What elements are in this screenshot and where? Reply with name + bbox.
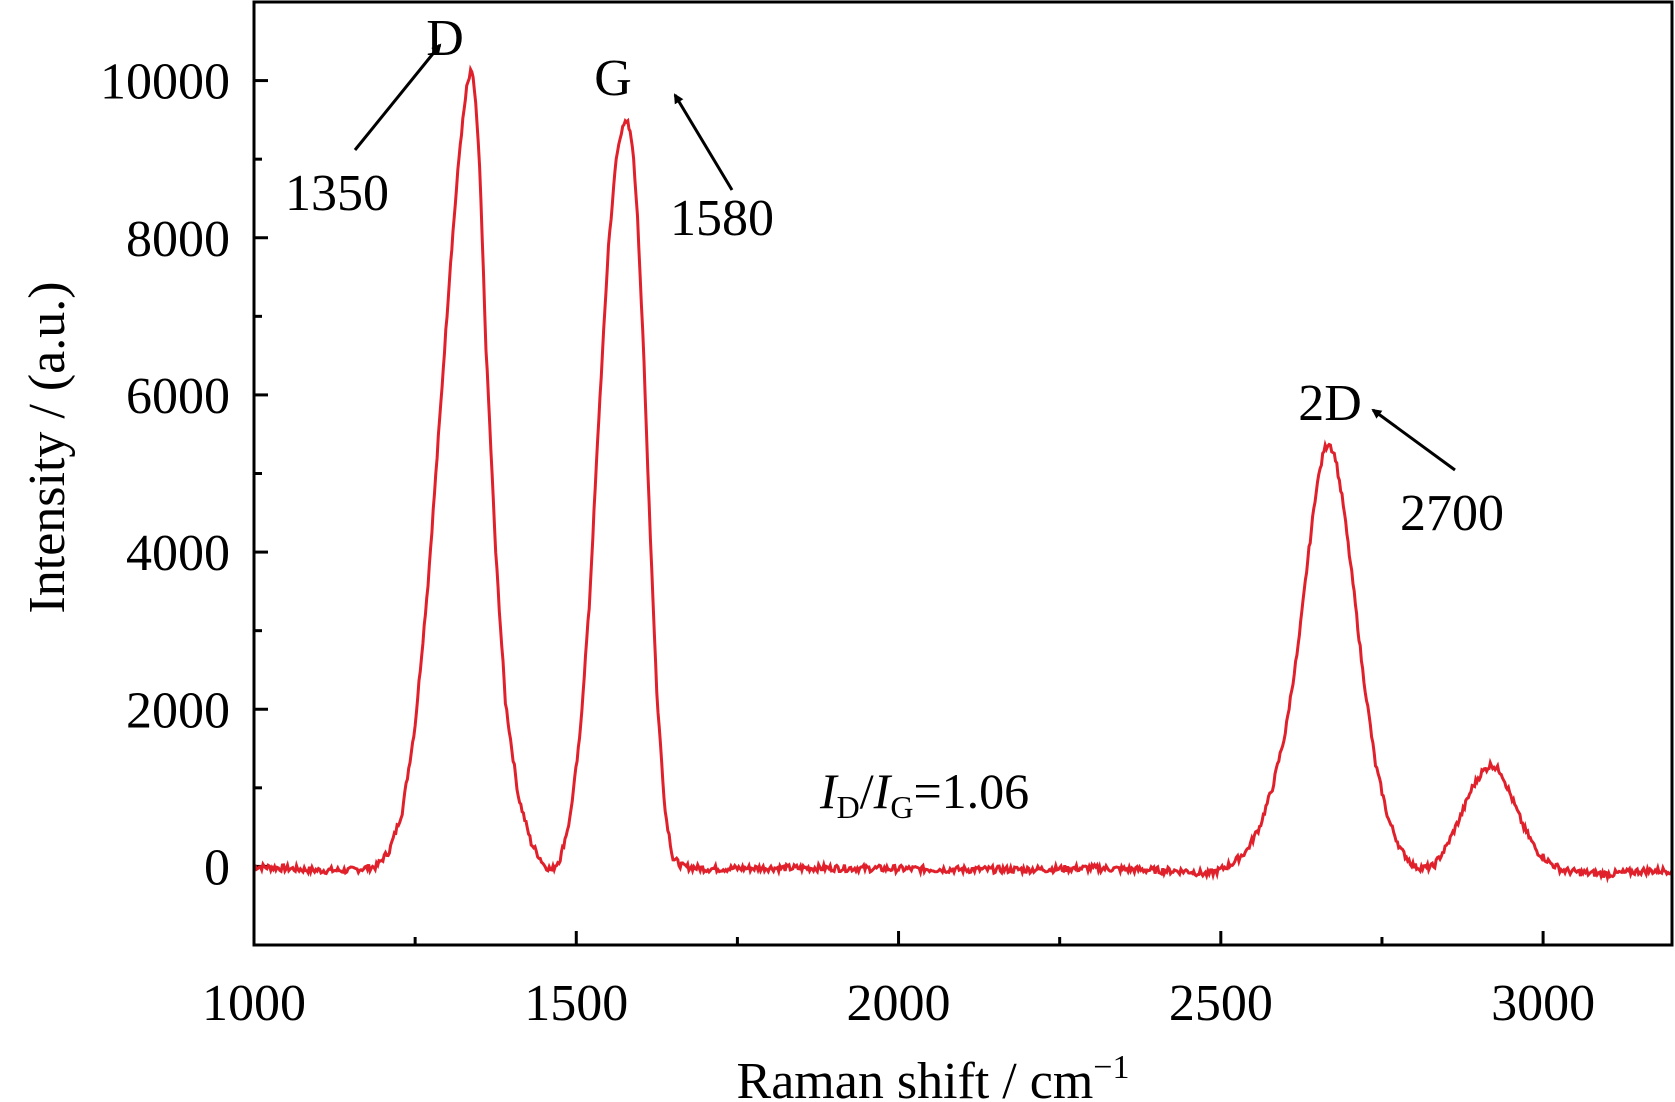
ratio-slash: / xyxy=(860,763,874,819)
x-tick-label: 1500 xyxy=(524,975,628,1032)
x-tick-label: 2500 xyxy=(1169,975,1273,1032)
ratio-sub2: G xyxy=(890,789,913,825)
peak-position-label: 1350 xyxy=(285,165,389,222)
y-axis-label: Intensity / (a.u.) xyxy=(19,281,76,613)
ratio-value: =1.06 xyxy=(913,763,1029,819)
peak-arrow xyxy=(1371,408,1456,472)
x-axis-label-text: Raman shift / cm xyxy=(737,1053,1094,1102)
spectrum-line xyxy=(253,64,1674,884)
peak-name-label: D xyxy=(426,10,464,67)
x-axis-label: Raman shift / cm−1 xyxy=(737,1049,1130,1102)
intensity-ratio-annotation: ID/IG=1.06 xyxy=(819,763,1029,825)
peak-name-label: G xyxy=(594,50,632,107)
peak-arrow xyxy=(673,93,734,191)
ratio-sub1: D xyxy=(837,789,860,825)
y-tick-label: 0 xyxy=(204,839,230,896)
x-tick-label: 1000 xyxy=(202,975,306,1032)
ratio-i1: I xyxy=(819,763,839,819)
x-tick-label: 2000 xyxy=(847,975,951,1032)
x-tick-label: 3000 xyxy=(1491,975,1595,1032)
peak-name-label: 2D xyxy=(1298,375,1362,432)
peak-arrow xyxy=(353,43,442,151)
peak-position-label: 1580 xyxy=(670,190,774,247)
ratio-i2: I xyxy=(873,763,893,819)
x-axis-label-superscript: −1 xyxy=(1093,1049,1129,1086)
peak-position-label: 2700 xyxy=(1400,485,1504,542)
axis-tick-labels: 1000 1500 2000 2500 3000 0 2000 4000 6000 8000 100… xyxy=(100,54,1595,1032)
peak-annotations: D 1350 G 1580 2D 2700 xyxy=(285,10,1504,542)
y-tick-label: 8000 xyxy=(126,211,230,268)
plot-area-frame xyxy=(252,0,1674,947)
y-tick-label: 10000 xyxy=(100,54,230,111)
y-tick-label: 6000 xyxy=(126,368,230,425)
y-tick-label: 2000 xyxy=(126,682,230,739)
y-tick-label: 4000 xyxy=(126,525,230,582)
